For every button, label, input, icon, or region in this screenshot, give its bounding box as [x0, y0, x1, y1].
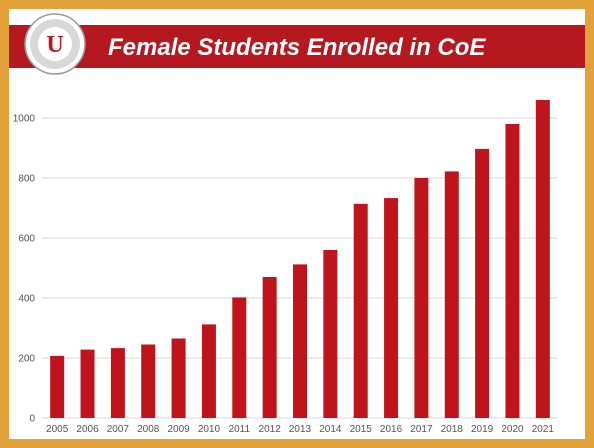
x-tick-label: 2012	[259, 424, 282, 435]
bar-2013	[293, 264, 307, 418]
bar-2020	[505, 124, 520, 418]
bar-2006	[80, 349, 95, 418]
title-banner	[9, 25, 585, 68]
x-tick-label: 2019	[471, 424, 494, 435]
x-tick-label: 2016	[380, 424, 403, 435]
bar-2021	[535, 100, 550, 418]
university-seal-logo: U	[24, 13, 86, 75]
x-tick-label: 2011	[229, 424, 251, 435]
bar-2019	[475, 148, 490, 418]
x-tick-label: 2017	[410, 424, 433, 435]
seal-letter: U	[46, 32, 63, 58]
bar-2014	[323, 250, 338, 418]
y-tick-label: 400	[18, 294, 35, 305]
x-tick-label: 2013	[289, 424, 312, 435]
x-tick-label: 2021	[532, 424, 555, 435]
bar-2018	[444, 171, 459, 418]
x-tick-label: 2005	[46, 424, 69, 435]
y-tick-label: 600	[18, 234, 35, 245]
x-tick-label: 2010	[198, 424, 221, 435]
bar-2012	[262, 277, 277, 418]
y-tick-label: 0	[29, 414, 35, 425]
bars	[50, 100, 550, 418]
slide-title: Female Students Enrolled in CoE	[108, 34, 486, 61]
bar-2015	[353, 203, 368, 418]
bar-2005	[50, 355, 65, 418]
y-axis-tick-labels: 0 200 400 600 800 1000	[13, 114, 36, 425]
bar-2017	[414, 178, 429, 418]
bar-2016	[384, 198, 399, 418]
x-tick-label: 2018	[441, 424, 464, 435]
bar-2009	[171, 338, 186, 418]
x-tick-label: 2006	[76, 424, 99, 435]
x-tick-label: 2007	[107, 424, 130, 435]
y-tick-label: 800	[18, 174, 35, 185]
y-tick-label: 200	[18, 354, 35, 365]
x-tick-label: 2009	[167, 424, 190, 435]
bar-2007	[110, 348, 125, 418]
x-tick-label: 2014	[319, 424, 342, 435]
y-tick-label: 1000	[13, 114, 36, 125]
x-tick-label: 2008	[137, 424, 160, 435]
x-axis-tick-labels: 2005 2006 2007 2008 2009 2010 2011 2012 2013 2014…	[46, 424, 554, 435]
x-tick-label: 2020	[501, 424, 524, 435]
bar-2010	[201, 324, 216, 418]
x-tick-label: 2015	[350, 424, 373, 435]
bar-2008	[141, 344, 156, 418]
bar-2011	[232, 297, 247, 418]
